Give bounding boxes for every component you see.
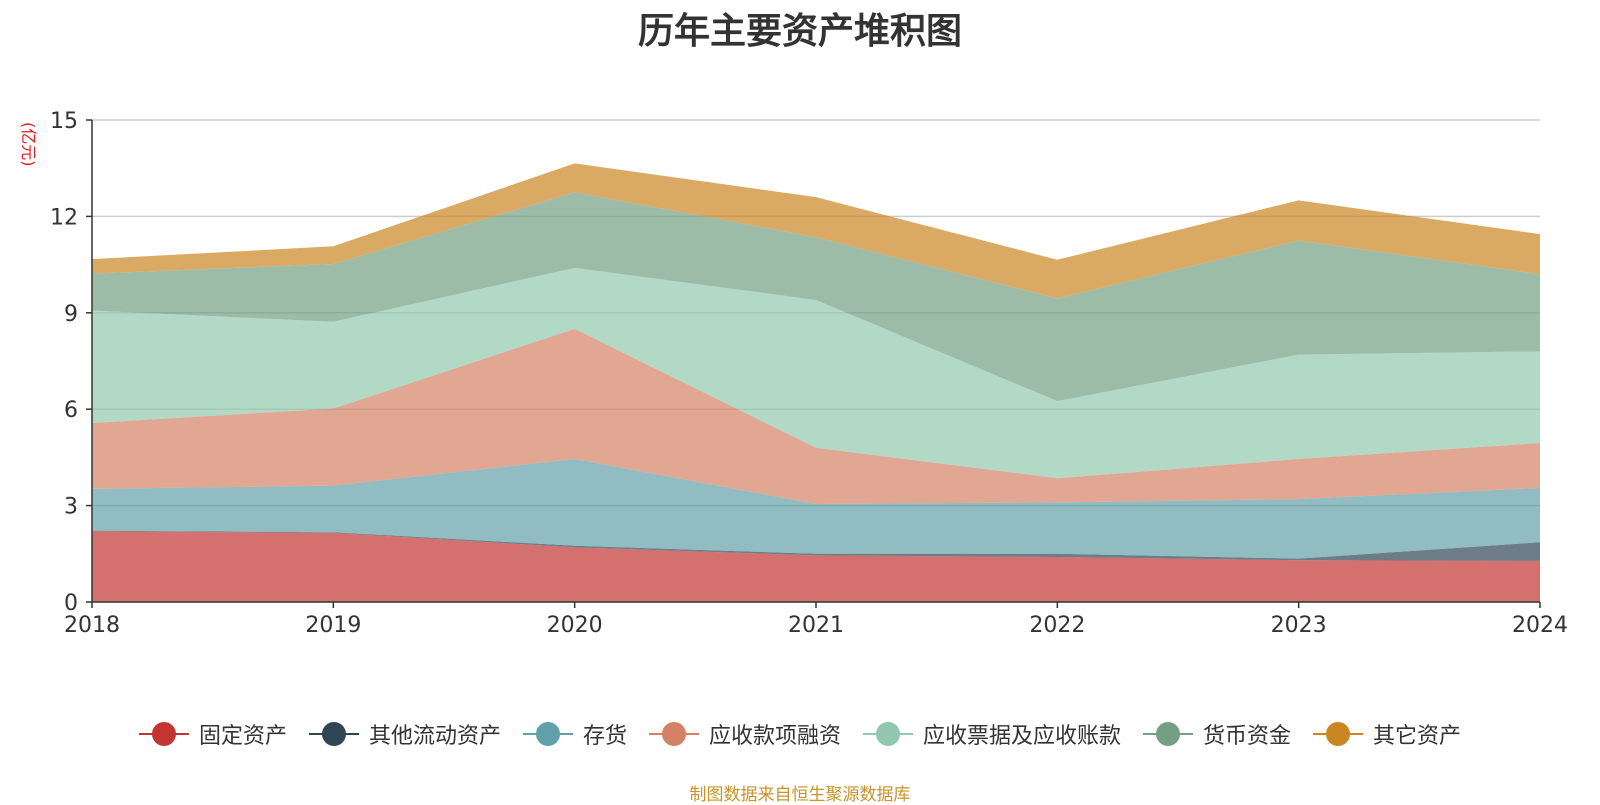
legend-item-1[interactable]: 其他流动资产 bbox=[308, 718, 501, 750]
legend-swatch-5 bbox=[1143, 722, 1194, 746]
legend-label-4: 应收票据及应收账款 bbox=[923, 724, 1122, 749]
x-tick-label-0: 2018 bbox=[64, 613, 120, 638]
legend-swatch-6 bbox=[1313, 722, 1364, 746]
legend-swatch-3 bbox=[648, 722, 699, 746]
chart-legend: 固定资产 其他流动资产 存货 应收款项融资 应收票据及应收账款 货币资金 其它资产 bbox=[0, 718, 1600, 750]
legend-item-2[interactable]: 存货 bbox=[522, 718, 627, 750]
source-note: 制图数据来自恒生聚源数据库 bbox=[689, 785, 911, 805]
area-series-2 bbox=[92, 459, 1540, 559]
legend-item-6[interactable]: 其它资产 bbox=[1313, 718, 1461, 750]
stacked-area-chart: 0 3 6 9 12 15 2018 2019 2020 2021 2022 2023 2024 bbox=[50, 109, 1568, 638]
legend-item-0[interactable]: 固定资产 bbox=[138, 718, 287, 750]
area-series-3 bbox=[92, 328, 1540, 504]
y-tick-label-1: 3 bbox=[64, 495, 78, 520]
area-series-6 bbox=[92, 163, 1540, 299]
area-series-1 bbox=[92, 530, 1540, 561]
legend-label-1: 其他流动资产 bbox=[368, 724, 501, 749]
x-tick-label-3: 2021 bbox=[788, 613, 844, 638]
chart-title: 历年主要资产堆积图 bbox=[637, 11, 962, 52]
x-tick-label-5: 2023 bbox=[1271, 613, 1327, 638]
legend-swatch-1 bbox=[308, 722, 359, 746]
legend-swatch-0 bbox=[138, 722, 189, 746]
y-tick-label-2: 6 bbox=[64, 398, 78, 423]
y-tick-label-0: 0 bbox=[64, 591, 78, 616]
legend-label-5: 货币资金 bbox=[1203, 724, 1292, 749]
legend-swatch-2 bbox=[522, 722, 573, 746]
x-tick-label-2: 2020 bbox=[547, 613, 603, 638]
legend-item-5[interactable]: 货币资金 bbox=[1143, 718, 1291, 750]
area-layer bbox=[92, 163, 1540, 602]
legend-item-4[interactable]: 应收票据及应收账款 bbox=[863, 718, 1121, 750]
legend-swatch-4 bbox=[863, 722, 913, 746]
y-tick-label-4: 12 bbox=[50, 205, 78, 230]
area-series-5 bbox=[92, 192, 1540, 402]
y-tick-label-3: 9 bbox=[64, 302, 78, 327]
area-series-4 bbox=[92, 267, 1540, 479]
area-series-0 bbox=[92, 531, 1540, 602]
x-tick-label-6: 2024 bbox=[1512, 613, 1568, 638]
legend-item-3[interactable]: 应收款项融资 bbox=[648, 718, 841, 750]
x-tick-label-4: 2022 bbox=[1029, 613, 1085, 638]
legend-label-3: 应收款项融资 bbox=[708, 724, 841, 749]
x-tick-label-1: 2019 bbox=[305, 613, 361, 638]
y-tick-label-5: 15 bbox=[50, 109, 78, 134]
legend-label-0: 固定资产 bbox=[198, 724, 287, 749]
legend-label-6: 其它资产 bbox=[1373, 724, 1462, 749]
legend-label-2: 存货 bbox=[582, 724, 627, 749]
